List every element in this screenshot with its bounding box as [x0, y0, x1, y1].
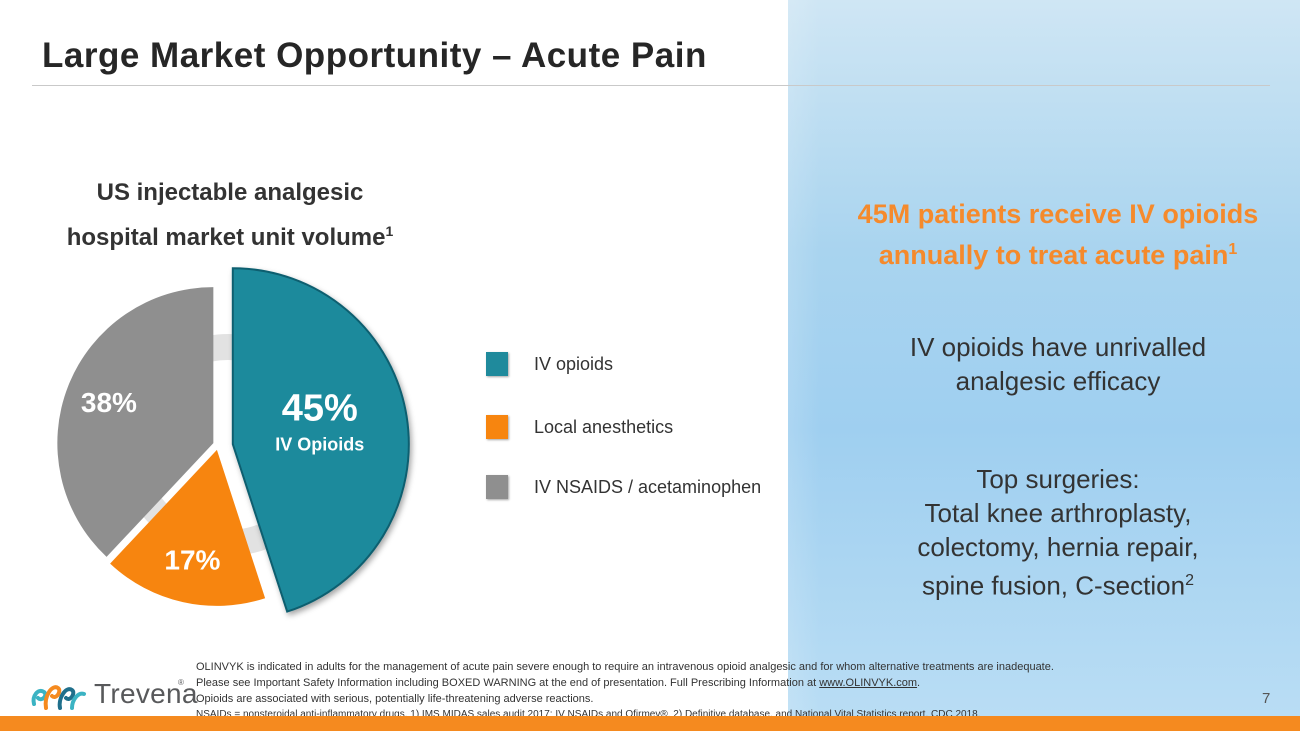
- prescribing-info-link[interactable]: www.OLINVYK.com: [819, 677, 918, 689]
- pie-chart: 45% IV Opioids 17% 38%: [57, 267, 410, 613]
- logo-registered-mark: ®: [178, 678, 184, 687]
- surgeries-line2: Total knee arthroplasty,: [924, 498, 1192, 528]
- slice-iv-opioids: [231, 267, 410, 613]
- footnotes: OLINVYK is indicated in adults for the m…: [196, 659, 1196, 723]
- trevena-logo: Trevena ®: [28, 674, 197, 714]
- footnote-references: NSAIDs = nonsteroidal anti-inflammatory …: [196, 709, 981, 720]
- slice-iv-nsaids: [57, 287, 214, 557]
- callout-line1: 45M patients receive IV opioids: [857, 199, 1259, 229]
- chart-title-line2: hospital market unit volume: [66, 224, 386, 251]
- title-divider: [32, 85, 1270, 86]
- page-number: 7: [1262, 690, 1271, 707]
- label-iv-opioids-pct: 45%: [282, 387, 358, 429]
- label-local-anesthetics-pct: 17%: [164, 544, 220, 575]
- efficacy-line1: IV opioids have unrivalled: [909, 332, 1207, 362]
- surgeries-line4: spine fusion, C-section: [922, 570, 1186, 601]
- patients-callout: 45M patients receive IV opioids annually…: [808, 196, 1300, 273]
- legend-item-local-anesthetics: Local anesthetics: [486, 413, 806, 443]
- surgeries-footnote: 2: [1185, 572, 1194, 589]
- bottom-accent-bar: [0, 716, 1300, 731]
- label-iv-opioids-sublabel: IV Opioids: [275, 434, 364, 454]
- legend-label-local-anesthetics: Local anesthetics: [534, 417, 674, 437]
- chart-title-footnote: 1: [385, 223, 394, 239]
- efficacy-line2: analgesic efficacy: [955, 366, 1161, 396]
- slice-local-anesthetics: [110, 449, 266, 606]
- surgeries-line3: colectomy, hernia repair,: [917, 532, 1199, 562]
- legend-item-iv-opioids: IV opioids: [486, 350, 806, 380]
- footnote-safety-text: Please see Important Safety Information …: [196, 677, 820, 689]
- efficacy-statement: IV opioids have unrivalled analgesic eff…: [858, 330, 1258, 398]
- legend-swatch-iv-nsaids: [486, 475, 508, 499]
- chart-title: US injectable analgesic hospital market …: [30, 174, 430, 257]
- footnote-warning: Opioids are associated with serious, pot…: [196, 693, 594, 705]
- iv-bag-background-photo: [788, 0, 1300, 716]
- top-surgeries: Top surgeries: Total knee arthroplasty, …: [858, 462, 1258, 603]
- logo-wordmark: Trevena: [94, 678, 198, 709]
- legend-swatch-local-anesthetics: [486, 415, 508, 439]
- callout-footnote: 1: [1228, 241, 1238, 258]
- legend-item-iv-nsaids: IV NSAIDS / acetaminophen: [486, 473, 806, 503]
- legend-swatch-iv-opioids: [486, 352, 508, 376]
- legend-label-iv-opioids: IV opioids: [534, 354, 614, 374]
- trevena-logo-icon: [31, 685, 86, 710]
- slide-title: Large Market Opportunity – Acute Pain: [42, 36, 707, 75]
- chart-title-line1: US injectable analgesic: [96, 179, 364, 206]
- surgeries-line1: Top surgeries:: [976, 464, 1140, 494]
- callout-line2: annually to treat acute pain: [878, 240, 1229, 270]
- label-iv-nsaids-pct: 38%: [81, 387, 137, 418]
- legend-label-iv-nsaids: IV NSAIDS / acetaminophen: [534, 477, 762, 497]
- background-fade: [600, 0, 820, 716]
- footnote-safety: Please see Important Safety Information …: [196, 675, 1196, 691]
- footnote-indication: OLINVYK is indicated in adults for the m…: [196, 661, 1054, 673]
- footnote-safety-end: .: [917, 677, 921, 689]
